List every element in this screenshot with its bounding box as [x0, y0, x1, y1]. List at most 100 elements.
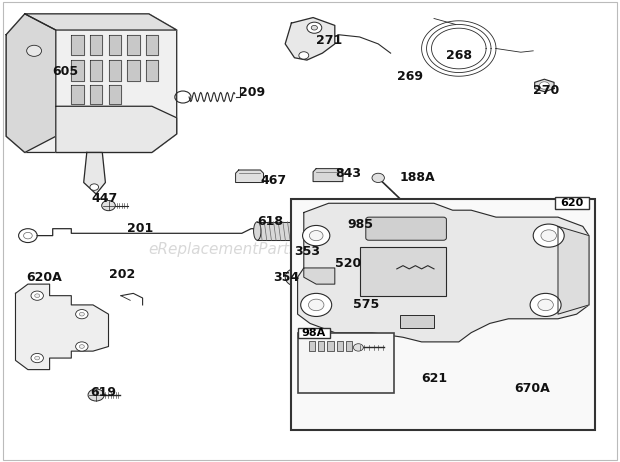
Text: 447: 447	[92, 192, 118, 205]
Circle shape	[353, 344, 363, 351]
Circle shape	[533, 224, 564, 247]
Circle shape	[35, 356, 40, 360]
Circle shape	[309, 299, 324, 311]
Circle shape	[285, 268, 310, 286]
Bar	[318, 341, 324, 351]
Text: 670A: 670A	[515, 382, 551, 395]
Circle shape	[334, 266, 342, 272]
Polygon shape	[71, 35, 84, 55]
Circle shape	[27, 45, 42, 56]
Text: 270: 270	[533, 84, 559, 97]
Ellipse shape	[254, 222, 261, 240]
Circle shape	[102, 201, 115, 211]
Circle shape	[35, 294, 40, 298]
Bar	[555, 197, 589, 209]
Text: 575: 575	[353, 298, 379, 311]
Circle shape	[301, 293, 332, 316]
Polygon shape	[108, 35, 121, 55]
Circle shape	[372, 173, 384, 182]
Circle shape	[31, 353, 43, 363]
Circle shape	[530, 293, 561, 316]
Circle shape	[76, 342, 88, 351]
Polygon shape	[146, 35, 158, 55]
Polygon shape	[6, 14, 56, 152]
Polygon shape	[127, 35, 140, 55]
Polygon shape	[236, 170, 264, 182]
Polygon shape	[146, 60, 158, 81]
Circle shape	[345, 309, 360, 320]
Polygon shape	[90, 35, 102, 55]
Text: 188A: 188A	[400, 171, 435, 184]
Text: 209: 209	[239, 86, 265, 99]
Polygon shape	[16, 284, 108, 370]
Polygon shape	[558, 226, 589, 314]
Text: 467: 467	[260, 174, 286, 187]
Text: 98A: 98A	[301, 328, 326, 338]
Ellipse shape	[291, 222, 298, 240]
Polygon shape	[71, 85, 84, 104]
Text: 620: 620	[560, 198, 583, 208]
Text: 843: 843	[335, 167, 361, 180]
Polygon shape	[304, 268, 335, 284]
Circle shape	[90, 184, 99, 190]
Circle shape	[311, 25, 317, 30]
Text: 985: 985	[347, 218, 373, 231]
Text: 520: 520	[335, 257, 361, 270]
Bar	[298, 333, 394, 393]
Text: 353: 353	[294, 245, 321, 258]
FancyBboxPatch shape	[366, 217, 446, 240]
Bar	[337, 341, 343, 351]
Circle shape	[79, 312, 84, 316]
Circle shape	[292, 273, 303, 281]
Text: eReplacementParts.com: eReplacementParts.com	[148, 242, 335, 257]
Polygon shape	[90, 60, 102, 81]
Text: 269: 269	[397, 70, 423, 83]
Polygon shape	[313, 169, 343, 182]
Text: 202: 202	[108, 268, 135, 281]
Polygon shape	[257, 222, 294, 240]
Polygon shape	[298, 203, 589, 342]
Polygon shape	[127, 60, 140, 81]
Polygon shape	[6, 14, 177, 152]
Text: 354: 354	[273, 271, 299, 284]
Bar	[360, 247, 446, 296]
Text: 271: 271	[316, 34, 342, 47]
Bar	[298, 328, 330, 338]
Circle shape	[76, 310, 88, 319]
Polygon shape	[108, 85, 121, 104]
Bar	[346, 341, 352, 351]
Circle shape	[309, 231, 323, 241]
Bar	[291, 199, 595, 430]
Text: 618: 618	[257, 215, 283, 228]
Polygon shape	[71, 60, 84, 81]
Circle shape	[79, 345, 84, 348]
Text: 620A: 620A	[27, 271, 63, 284]
Text: 268: 268	[446, 49, 472, 62]
Bar	[400, 315, 434, 328]
Circle shape	[299, 52, 309, 59]
Text: 201: 201	[127, 222, 153, 235]
Bar	[327, 341, 334, 351]
Polygon shape	[56, 106, 177, 152]
Text: 605: 605	[53, 65, 79, 78]
Circle shape	[307, 22, 322, 33]
Polygon shape	[534, 79, 554, 91]
Bar	[309, 341, 315, 351]
Circle shape	[88, 389, 104, 401]
Polygon shape	[90, 85, 102, 104]
Text: 621: 621	[422, 372, 448, 385]
Polygon shape	[25, 14, 177, 30]
Circle shape	[31, 291, 43, 300]
Polygon shape	[108, 60, 121, 81]
Text: 619: 619	[90, 386, 116, 399]
FancyBboxPatch shape	[329, 298, 372, 328]
Circle shape	[303, 225, 330, 246]
Circle shape	[541, 230, 557, 241]
Circle shape	[539, 82, 549, 89]
Circle shape	[300, 246, 320, 261]
Bar	[332, 222, 355, 236]
Polygon shape	[285, 18, 335, 60]
Polygon shape	[84, 152, 105, 194]
Circle shape	[538, 299, 554, 311]
Circle shape	[306, 250, 314, 256]
